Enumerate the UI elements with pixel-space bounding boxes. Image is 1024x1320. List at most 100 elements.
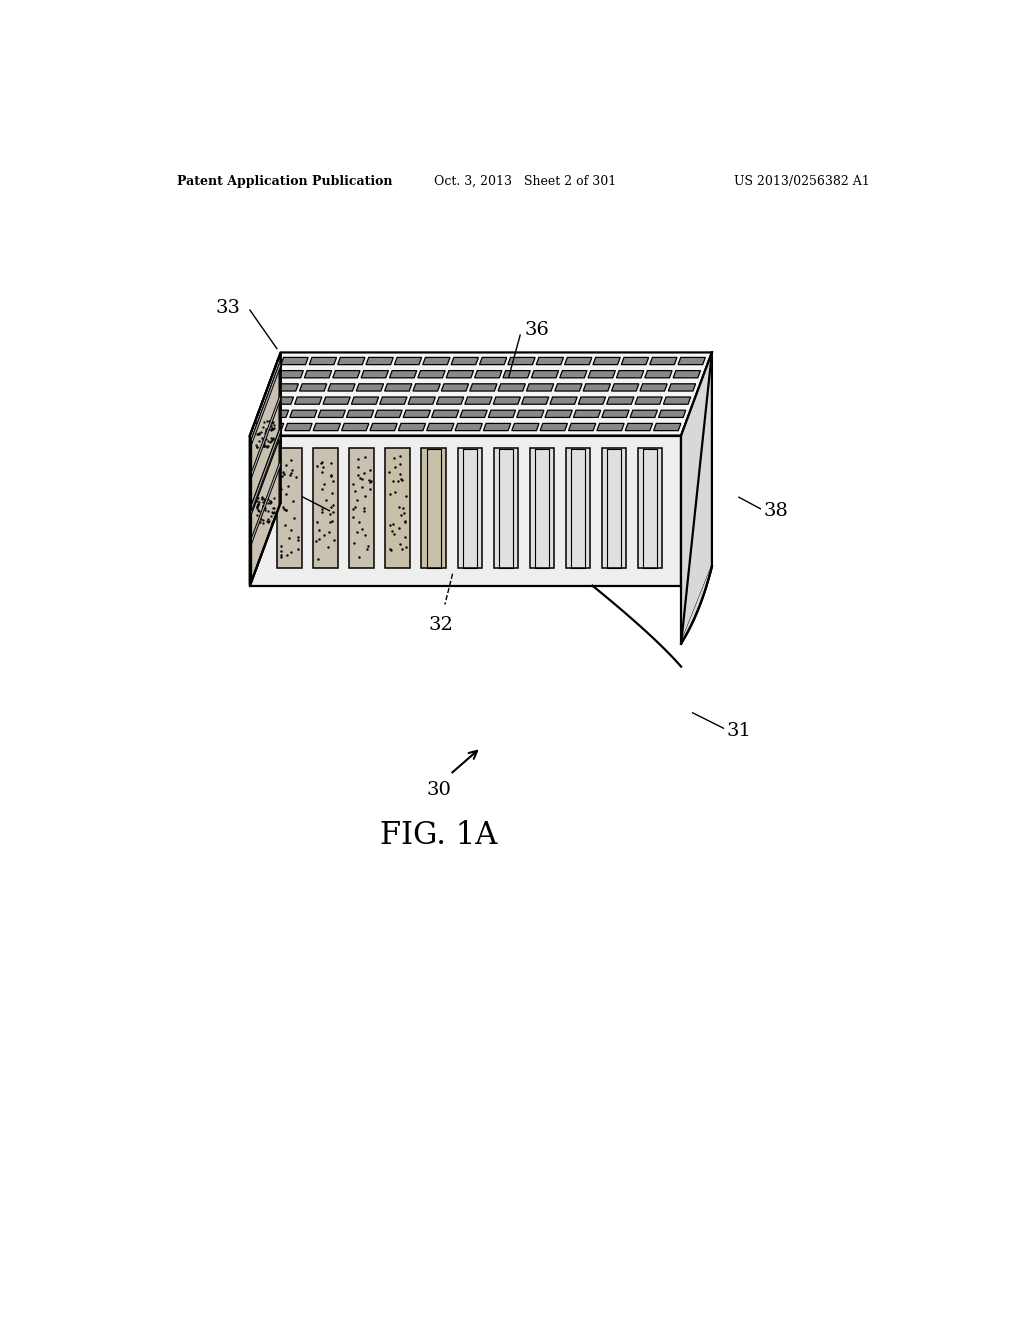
Polygon shape — [638, 447, 663, 568]
Polygon shape — [564, 358, 592, 364]
Polygon shape — [455, 424, 482, 430]
Polygon shape — [333, 371, 360, 378]
Polygon shape — [366, 358, 393, 364]
Polygon shape — [630, 411, 657, 417]
Polygon shape — [361, 371, 388, 378]
Polygon shape — [565, 447, 590, 568]
Polygon shape — [503, 371, 530, 378]
Polygon shape — [299, 384, 327, 391]
Polygon shape — [673, 371, 700, 378]
Polygon shape — [681, 352, 712, 644]
Polygon shape — [250, 352, 281, 586]
Text: 33: 33 — [216, 298, 241, 317]
Polygon shape — [290, 411, 317, 417]
Polygon shape — [602, 411, 629, 417]
Polygon shape — [313, 447, 338, 568]
Polygon shape — [436, 397, 464, 404]
Polygon shape — [304, 371, 332, 378]
Polygon shape — [540, 424, 567, 430]
Polygon shape — [494, 397, 520, 404]
Polygon shape — [271, 384, 298, 391]
Polygon shape — [276, 371, 303, 378]
Polygon shape — [452, 358, 478, 364]
Polygon shape — [309, 358, 337, 364]
Polygon shape — [508, 358, 536, 364]
Polygon shape — [441, 384, 469, 391]
Text: 38: 38 — [764, 502, 788, 520]
Polygon shape — [313, 424, 341, 430]
Polygon shape — [529, 447, 554, 568]
Polygon shape — [606, 397, 634, 404]
Polygon shape — [560, 371, 587, 378]
Text: 32: 32 — [273, 484, 299, 503]
Polygon shape — [537, 358, 563, 364]
Polygon shape — [568, 424, 596, 430]
Polygon shape — [389, 371, 417, 378]
Polygon shape — [281, 358, 308, 364]
Polygon shape — [380, 397, 407, 404]
Polygon shape — [423, 358, 451, 364]
Polygon shape — [266, 397, 294, 404]
Polygon shape — [370, 424, 397, 430]
Text: Patent Application Publication: Patent Application Publication — [177, 176, 392, 187]
Polygon shape — [427, 424, 454, 430]
Polygon shape — [498, 384, 525, 391]
Polygon shape — [579, 397, 605, 404]
Polygon shape — [517, 411, 544, 417]
Polygon shape — [252, 364, 280, 506]
Polygon shape — [261, 411, 289, 417]
Text: US 2013/0256382 A1: US 2013/0256382 A1 — [734, 176, 869, 187]
Polygon shape — [479, 358, 507, 364]
Polygon shape — [588, 371, 615, 378]
Polygon shape — [323, 397, 350, 404]
Polygon shape — [626, 424, 652, 430]
Polygon shape — [602, 447, 627, 568]
Polygon shape — [328, 384, 355, 391]
Polygon shape — [458, 447, 482, 568]
Polygon shape — [640, 384, 668, 391]
Polygon shape — [252, 393, 281, 478]
Polygon shape — [342, 424, 369, 430]
Polygon shape — [653, 424, 681, 430]
Polygon shape — [474, 371, 502, 378]
Polygon shape — [338, 358, 365, 364]
Polygon shape — [356, 384, 384, 391]
Polygon shape — [645, 371, 672, 378]
Polygon shape — [635, 397, 663, 404]
Polygon shape — [664, 397, 691, 404]
Polygon shape — [616, 371, 644, 378]
Polygon shape — [385, 384, 412, 391]
Polygon shape — [531, 371, 559, 378]
Polygon shape — [398, 424, 426, 430]
Polygon shape — [418, 371, 445, 378]
Polygon shape — [550, 397, 578, 404]
Polygon shape — [252, 459, 281, 544]
Polygon shape — [250, 436, 681, 586]
Polygon shape — [346, 411, 374, 417]
Text: 30: 30 — [426, 780, 451, 799]
Polygon shape — [622, 358, 648, 364]
Text: FIG. 1A: FIG. 1A — [380, 821, 498, 851]
Polygon shape — [460, 411, 487, 417]
Polygon shape — [252, 426, 281, 511]
Polygon shape — [375, 411, 402, 417]
Polygon shape — [256, 424, 284, 430]
Polygon shape — [573, 411, 601, 417]
Polygon shape — [488, 411, 516, 417]
Polygon shape — [422, 447, 446, 568]
Text: 32: 32 — [429, 616, 454, 634]
Polygon shape — [681, 352, 712, 644]
Polygon shape — [351, 397, 379, 404]
Polygon shape — [678, 358, 706, 364]
Polygon shape — [526, 384, 554, 391]
Polygon shape — [465, 397, 493, 404]
Polygon shape — [483, 424, 511, 430]
Polygon shape — [394, 358, 422, 364]
Polygon shape — [431, 411, 459, 417]
Polygon shape — [413, 384, 440, 391]
Polygon shape — [252, 440, 280, 579]
Polygon shape — [446, 371, 473, 378]
Text: 36: 36 — [524, 321, 549, 339]
Polygon shape — [250, 352, 712, 436]
Polygon shape — [597, 424, 625, 430]
